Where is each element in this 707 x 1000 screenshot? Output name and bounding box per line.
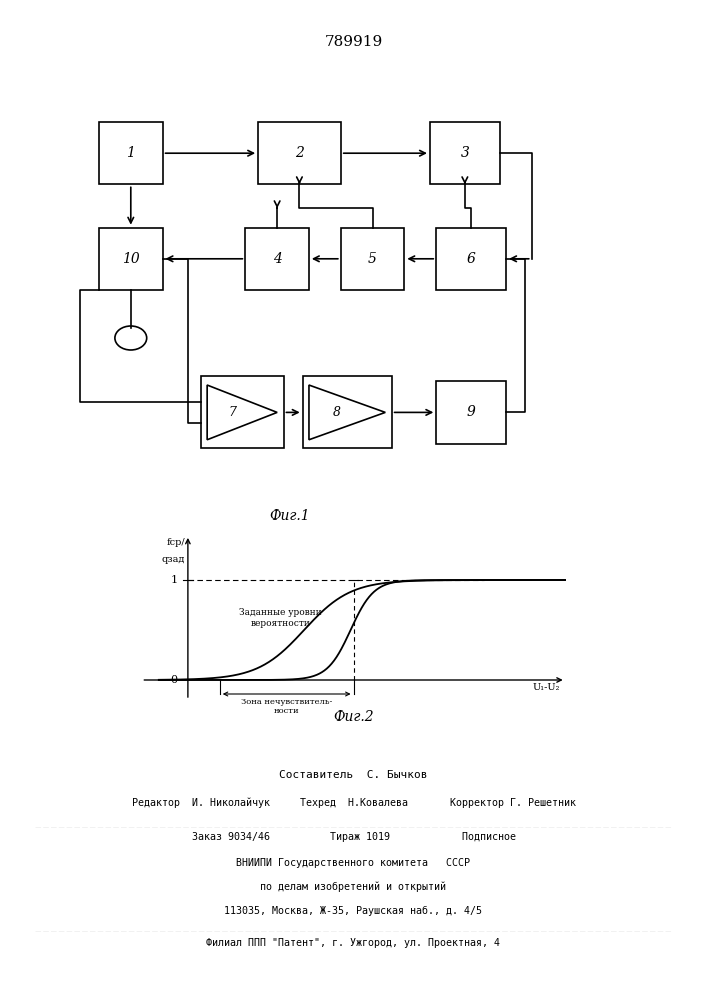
Text: Заданные уровни
вероятности: Заданные уровни вероятности [240, 608, 322, 628]
Bar [303, 376, 392, 448]
Text: 0: 0 [170, 675, 177, 685]
Text: 6: 6 [467, 252, 476, 266]
Text: 3: 3 [460, 146, 469, 160]
Text: 1: 1 [127, 146, 135, 160]
Text: 4: 4 [273, 252, 281, 266]
Text: по делам изобретений и открытий: по делам изобретений и открытий [260, 882, 447, 892]
Text: Фиг.2: Фиг.2 [333, 710, 374, 724]
Text: Заказ 9034/46          Тираж 1019            Подписное: Заказ 9034/46 Тираж 1019 Подписное [192, 832, 515, 842]
Text: 789919: 789919 [325, 35, 382, 49]
Text: 2: 2 [295, 146, 304, 160]
Text: Филиал ППП "Патент", г. Ужгород, ул. Проектная, 4: Филиал ППП "Патент", г. Ужгород, ул. Про… [206, 938, 501, 948]
Text: qзад: qзад [162, 555, 185, 564]
Text: 7: 7 [228, 406, 236, 419]
Text: 113035, Москва, Ж-35, Раушская наб., д. 4/5: 113035, Москва, Ж-35, Раушская наб., д. … [225, 906, 482, 916]
Bar [341, 228, 404, 290]
Bar [99, 228, 163, 290]
Text: 9: 9 [467, 405, 476, 419]
Polygon shape [207, 385, 277, 440]
Text: Фиг.1: Фиг.1 [269, 509, 310, 523]
Text: ВНИИПИ Государственного комитета   СССР: ВНИИПИ Государственного комитета СССР [237, 858, 470, 868]
Polygon shape [309, 385, 385, 440]
Text: Зона нечувствитель-
ности: Зона нечувствитель- ности [241, 698, 332, 715]
Bar [430, 122, 500, 184]
Bar [436, 228, 506, 290]
Text: 1: 1 [170, 575, 177, 585]
Text: fcp/: fcp/ [166, 538, 185, 547]
Text: 5: 5 [368, 252, 377, 266]
Bar [258, 122, 341, 184]
Text: Составитель  С. Бычков: Составитель С. Бычков [279, 770, 428, 780]
Bar [201, 376, 284, 448]
Bar [245, 228, 309, 290]
Text: Редактор  И. Николайчук     Техред  Н.Ковалева       Корректор Г. Решетник: Редактор И. Николайчук Техред Н.Ковалева… [132, 798, 575, 808]
Text: 10: 10 [122, 252, 140, 266]
Bar [99, 122, 163, 184]
Text: 8: 8 [332, 406, 341, 419]
Text: U₁-U₂: U₁-U₂ [532, 684, 560, 692]
Bar [436, 381, 506, 444]
